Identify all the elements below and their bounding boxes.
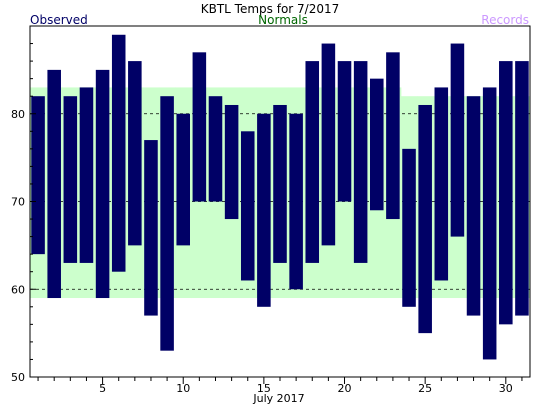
observed-bar-day-8 xyxy=(144,140,158,316)
observed-bar-day-14 xyxy=(240,131,255,281)
axis-ticks xyxy=(30,25,523,384)
observed-bar-day-29 xyxy=(482,87,497,360)
observed-bar-day-11 xyxy=(192,52,207,202)
observed-bars xyxy=(31,34,529,360)
observed-bar-day-23 xyxy=(386,52,400,220)
observed-bar-day-18 xyxy=(305,61,320,263)
x-tick-labels: 5 10 15 20 25 30 xyxy=(99,382,513,395)
x-tick-label-15: 15 xyxy=(257,382,271,395)
legend-normals: Normals xyxy=(258,13,308,27)
observed-bar-day-2 xyxy=(47,69,61,299)
observed-bar-day-5 xyxy=(95,69,110,299)
observed-bar-day-1 xyxy=(31,96,45,255)
observed-bar-day-4 xyxy=(79,87,94,263)
observed-bar-day-7 xyxy=(128,61,142,246)
observed-bar-day-21 xyxy=(353,61,368,263)
observed-bar-day-17 xyxy=(289,113,303,290)
observed-bar-day-26 xyxy=(434,87,449,281)
x-axis-label: July 2017 xyxy=(252,392,304,405)
observed-bar-day-9 xyxy=(160,96,174,351)
observed-bar-day-10 xyxy=(176,113,190,246)
observed-bar-day-30 xyxy=(499,61,513,325)
y-tick-label-80: 80 xyxy=(11,108,25,121)
y-tick-labels: 50 60 70 80 xyxy=(11,108,25,384)
observed-bar-day-6 xyxy=(111,34,126,272)
observed-bar-day-24 xyxy=(402,148,416,307)
observed-bar-day-13 xyxy=(224,104,239,220)
observed-bar-day-15 xyxy=(257,113,271,307)
x-tick-label-20: 20 xyxy=(338,382,352,395)
x-tick-label-25: 25 xyxy=(418,382,432,395)
y-tick-label-70: 70 xyxy=(11,196,25,209)
y-tick-label-50: 50 xyxy=(11,371,25,384)
chart-title: KBTL Temps for 7/2017 xyxy=(201,2,340,16)
observed-bar-day-20 xyxy=(337,61,352,202)
legend-records: Records xyxy=(481,13,529,27)
x-tick-label-5: 5 xyxy=(99,382,106,395)
observed-bar-day-3 xyxy=(63,96,78,263)
observed-bar-day-28 xyxy=(466,96,481,316)
x-tick-label-30: 30 xyxy=(499,382,513,395)
x-tick-label-10: 10 xyxy=(176,382,190,395)
observed-bar-day-22 xyxy=(370,78,384,211)
observed-bar-day-25 xyxy=(418,104,432,334)
observed-bar-day-19 xyxy=(321,43,336,246)
observed-bar-day-27 xyxy=(450,43,465,237)
legend-observed: Observed xyxy=(30,13,88,27)
y-tick-label-60: 60 xyxy=(11,283,25,296)
observed-bar-day-12 xyxy=(208,96,223,202)
observed-bar-day-16 xyxy=(273,104,287,263)
observed-bar-day-31 xyxy=(515,61,529,316)
